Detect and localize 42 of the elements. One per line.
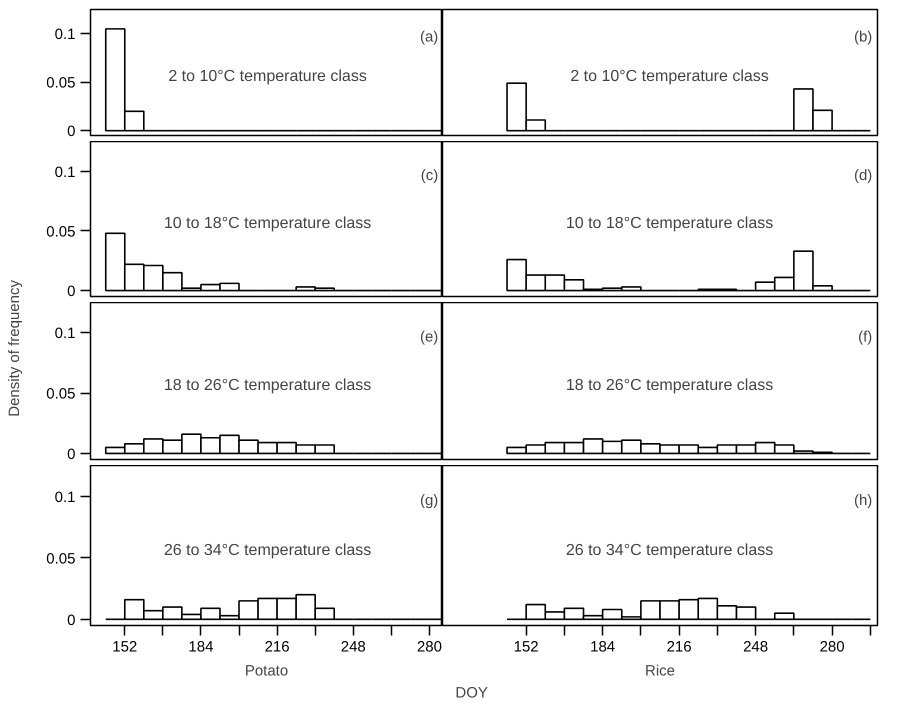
x-tick-label: 216 <box>264 638 290 656</box>
x-tick-label: 152 <box>514 638 539 656</box>
text: 2 to 10°C temperature class <box>168 68 367 85</box>
text: DOY <box>455 684 488 702</box>
annotation: (e) <box>420 328 438 346</box>
annotation: (a) <box>420 28 438 46</box>
y-tick-label: 0.1 <box>54 325 76 342</box>
y-tick-label: 0 <box>67 123 76 140</box>
y-tick-label: 0.05 <box>46 550 76 568</box>
y-tick-label: 0.05 <box>46 74 76 92</box>
y-tick-label: 0.1 <box>54 488 76 506</box>
y-tick-label: 0 <box>67 446 76 463</box>
text: 26 to 34°C temperature class <box>566 542 774 559</box>
x-tick-label: 184 <box>188 638 214 656</box>
annotation: (d) <box>854 167 872 184</box>
y-tick-label: 0.05 <box>46 223 76 240</box>
annotation: (c) <box>420 167 438 184</box>
annotation: (b) <box>854 28 872 46</box>
annotation: (g) <box>420 492 438 510</box>
x-tick-label: 248 <box>743 638 768 656</box>
y-tick-label: 0 <box>67 283 76 300</box>
text: 10 to 18°C temperature class <box>566 215 774 232</box>
y-tick-label: 0.1 <box>54 164 76 181</box>
x-axis-title: Rice <box>644 662 676 680</box>
x-tick-label: 184 <box>590 638 616 656</box>
text: 26 to 34°C temperature class <box>164 542 372 559</box>
x-tick-label: 216 <box>666 638 692 656</box>
y-tick-label: 0 <box>67 612 76 629</box>
y-axis-title: Density of frequency <box>6 280 23 417</box>
x-tick-label: 248 <box>340 638 366 656</box>
annotation: (f) <box>858 328 872 346</box>
y-tick-label: 0.05 <box>46 386 76 403</box>
x-tick-label: 280 <box>820 638 845 656</box>
x-tick-label: 280 <box>416 638 442 656</box>
text: 18 to 26°C temperature class <box>164 377 372 394</box>
annotation: (h) <box>854 492 872 510</box>
x-axis-title: Potato <box>244 662 288 680</box>
x-tick-label: 152 <box>112 638 138 656</box>
text: 18 to 26°C temperature class <box>566 377 774 394</box>
text: 2 to 10°C temperature class <box>570 68 769 85</box>
y-tick-label: 0.1 <box>54 26 76 44</box>
text: 10 to 18°C temperature class <box>164 215 372 232</box>
